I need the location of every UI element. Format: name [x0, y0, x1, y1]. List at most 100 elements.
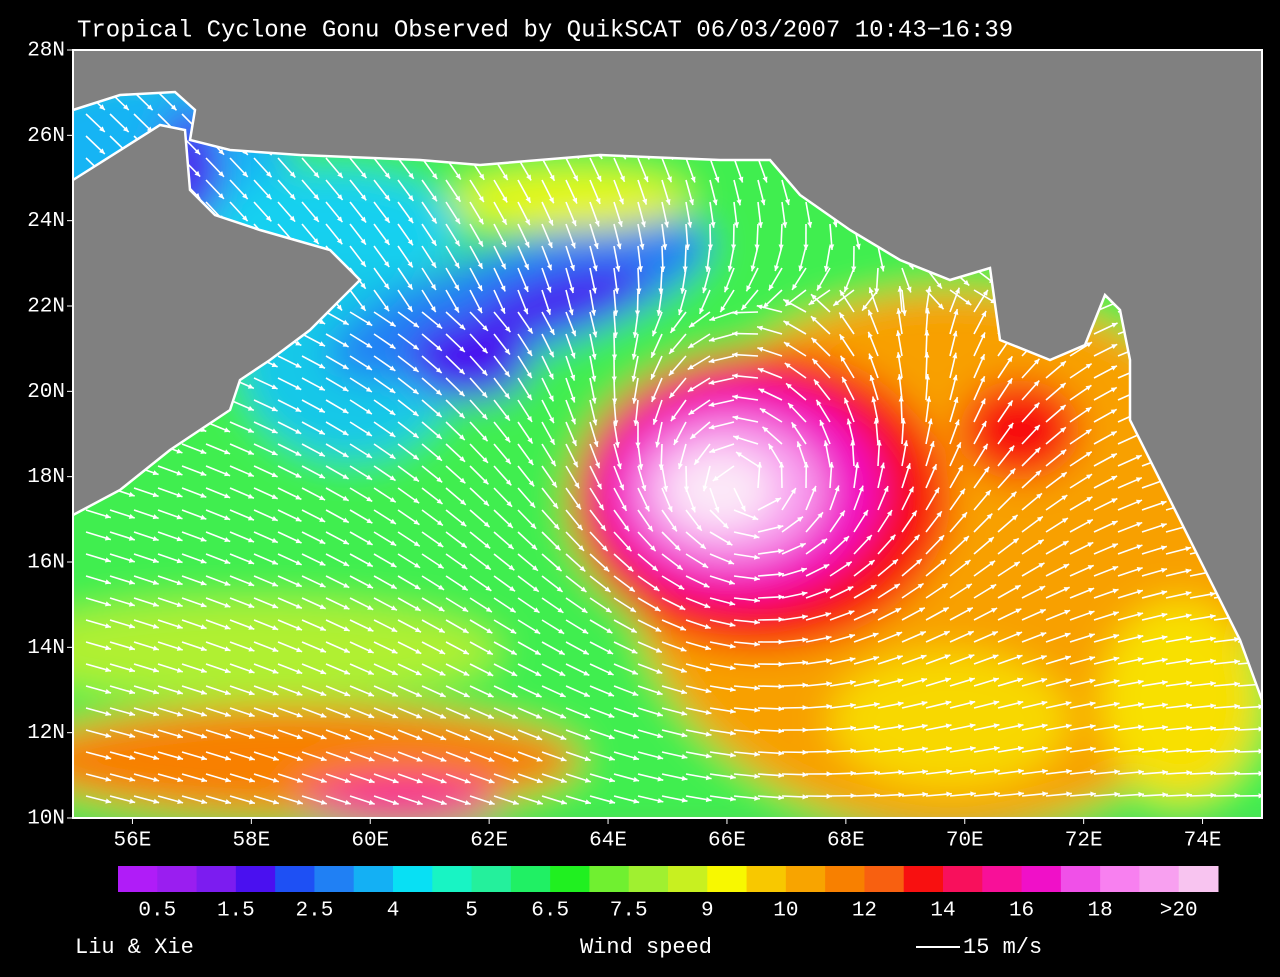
- arrow-head: [242, 171, 248, 177]
- scale-label: 15 m/s: [963, 935, 1042, 960]
- arrow-head: [289, 171, 296, 178]
- arrow-head: [313, 171, 320, 178]
- colorbar-tick-label: 12: [852, 900, 877, 923]
- arrow-head: [690, 176, 696, 183]
- colorbar-cell: [707, 866, 748, 892]
- arrow-head: [548, 197, 554, 204]
- x-tick-label: 70E: [946, 830, 984, 853]
- arrow-head: [807, 221, 813, 228]
- arrow-head: [408, 195, 414, 201]
- colorbar-cell: [275, 866, 315, 892]
- arrow-head: [479, 173, 485, 180]
- arrow-head: [337, 172, 343, 178]
- y-tick-label: 14N: [27, 637, 65, 660]
- y-tick-label: 16N: [27, 552, 65, 575]
- colorbar-tick-label: 18: [1088, 900, 1113, 923]
- x-tick-label: 58E: [232, 830, 270, 853]
- arrow-head: [688, 199, 694, 206]
- arrow-head: [782, 222, 788, 228]
- arrow-head: [455, 173, 461, 180]
- arrow-head: [384, 216, 390, 223]
- colorbar-cell: [471, 866, 512, 892]
- arrow-head: [478, 196, 484, 203]
- colorbar-cell: [1060, 866, 1101, 892]
- colorbar-cell: [864, 866, 905, 892]
- arrow-head: [573, 175, 578, 182]
- colorbar-cell: [825, 866, 865, 892]
- colorbar-tick-label: 6.5: [531, 900, 569, 923]
- colorbar-tick-label: 0.5: [138, 900, 176, 923]
- coastline: [72, 90, 1264, 701]
- arrow-head: [502, 174, 508, 181]
- arrow-head: [596, 175, 602, 182]
- colorbar-tick-label: 10: [773, 900, 798, 923]
- arrow-head: [194, 170, 201, 177]
- arrow-head: [431, 195, 437, 202]
- arrow-head: [454, 217, 461, 224]
- arrow-head: [710, 222, 716, 228]
- x-tick-label: 68E: [827, 830, 865, 853]
- x-tick-label: 62E: [470, 830, 508, 853]
- arrow-head: [571, 220, 577, 227]
- colorbar-cell: [1100, 866, 1140, 892]
- credit: Liu & Xie: [75, 935, 194, 960]
- arrow-head: [762, 176, 768, 183]
- colorbar-tick-label: 14: [930, 900, 955, 923]
- y-tick-label: 26N: [27, 125, 65, 148]
- colorbar-cell: [982, 866, 1023, 892]
- colorbar-cell: [118, 866, 158, 892]
- arrow-head: [757, 222, 763, 228]
- colorbar-cell: [1021, 866, 1062, 892]
- colorbar-label: Wind speed: [580, 935, 712, 960]
- arrow-head: [194, 148, 201, 155]
- arrow-head: [99, 148, 105, 154]
- arrow-head: [572, 197, 578, 204]
- arrow-head: [218, 149, 225, 155]
- arrow-head: [99, 126, 105, 132]
- y-tick-label: 24N: [27, 210, 65, 233]
- arrow-head: [617, 220, 623, 227]
- colorbar-cell: [353, 866, 394, 892]
- arrow-head: [525, 219, 530, 226]
- arrow-head: [408, 172, 414, 179]
- colorbar: 0.5 1.5 2.5 4 5 6.5 7.5 9 10 12 14 16 18 >20: [118, 866, 1219, 923]
- arrow-head: [337, 194, 343, 201]
- arrow-head: [242, 193, 248, 200]
- y-tick-label: 20N: [27, 381, 65, 404]
- colorbar-cell: [196, 866, 237, 892]
- colorbar-cell: [393, 866, 433, 892]
- colorbar-cell: [510, 866, 551, 892]
- colorbar-cell: [785, 866, 826, 892]
- arrow-head: [360, 216, 367, 223]
- colorbar-cell: [550, 866, 590, 892]
- arrow-head: [384, 172, 391, 179]
- y-tick-label: 10N: [27, 808, 65, 831]
- x-tick-label: 56E: [114, 830, 152, 853]
- arrow-head: [265, 193, 272, 200]
- arrow-head: [738, 176, 744, 183]
- arrow-head: [736, 199, 742, 206]
- arrow-head: [289, 215, 296, 222]
- arrow-head: [525, 196, 531, 203]
- arrow-head: [665, 198, 671, 205]
- arrow-head: [594, 220, 600, 227]
- colorbar-tick-label: 7.5: [610, 900, 648, 923]
- y-tick-label: 28N: [27, 40, 65, 63]
- colorbar-cell: [432, 866, 473, 892]
- colorbar-tick-label: 9: [701, 900, 714, 923]
- arrow-head: [642, 198, 648, 205]
- colorbar-cell: [235, 866, 276, 892]
- arrow-head: [384, 194, 390, 201]
- colorbar-cell: [746, 866, 787, 892]
- arrow-head: [265, 171, 272, 178]
- arrow-head: [360, 194, 367, 201]
- colorbar-cell: [628, 866, 669, 892]
- arrow-head: [218, 171, 224, 177]
- colorbar-tick-label: 1.5: [217, 900, 255, 923]
- y-tick-label: 18N: [27, 466, 65, 489]
- y-tick-label: 12N: [27, 722, 65, 745]
- arrow-head: [146, 104, 153, 111]
- colorbar-tick-label: 2.5: [296, 900, 334, 923]
- colorbar-cell: [668, 866, 708, 892]
